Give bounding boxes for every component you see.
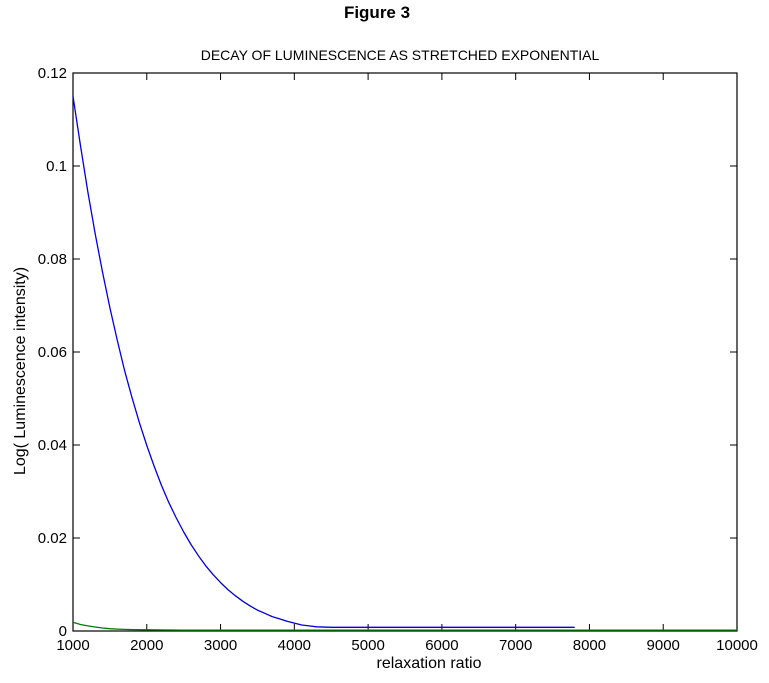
- x-tick-label: 10000: [716, 637, 758, 654]
- y-tick-label: 0.08: [38, 251, 67, 268]
- y-tick-label: 0.12: [38, 65, 67, 82]
- y-tick-label: 0.02: [38, 530, 67, 547]
- x-tick-label: 4000: [278, 637, 311, 654]
- x-tick-label: 6000: [425, 637, 458, 654]
- plot-box: [72, 72, 738, 632]
- series-stretched-exponential-decay-blue: [72, 96, 575, 628]
- y-tick-label: 0.1: [46, 158, 67, 175]
- series-fast-decay-component-green: [72, 621, 737, 631]
- chart-title: DECAY OF LUMINESCENCE AS STRETCHED EXPON…: [200, 47, 600, 63]
- x-tick-label: 5000: [351, 637, 384, 654]
- x-tick-label: 2000: [130, 637, 163, 654]
- x-tick-label: 8000: [573, 637, 606, 654]
- x-tick-label: 9000: [647, 637, 680, 654]
- y-tick-label: 0: [59, 623, 67, 640]
- x-tick-label: 3000: [204, 637, 237, 654]
- y-tick-label: 0.06: [38, 344, 67, 361]
- x-tick-label: 1000: [56, 637, 89, 654]
- x-axis-label: relaxation ratio: [376, 655, 482, 672]
- x-tick-label: 7000: [499, 637, 532, 654]
- figure-caption: Figure 3: [343, 3, 411, 22]
- y-tick-label: 0.04: [38, 437, 67, 454]
